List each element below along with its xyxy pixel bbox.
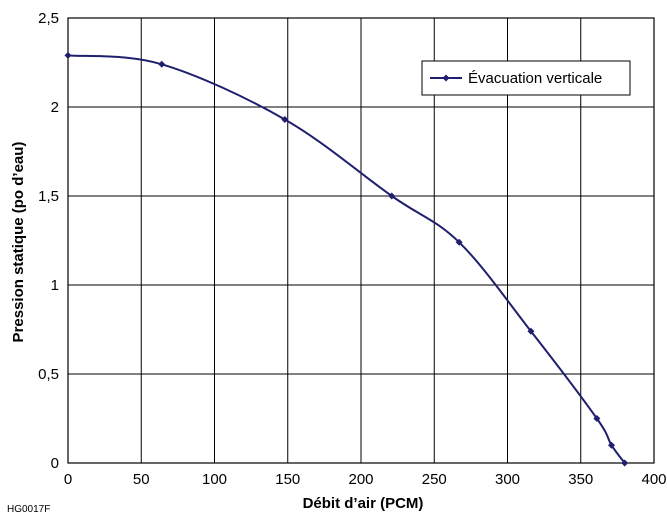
x-axis-title: Débit d’air (PCM) xyxy=(303,495,424,512)
data-point xyxy=(64,51,72,59)
data-point xyxy=(593,415,601,422)
data-point xyxy=(527,327,535,335)
data-point xyxy=(608,441,616,449)
y-tick-label: 0,5 xyxy=(38,366,59,383)
x-tick-label: 150 xyxy=(275,471,300,488)
x-tick-label: 400 xyxy=(641,471,666,488)
x-tick-label: 250 xyxy=(422,471,447,488)
legend-label: Évacuation verticale xyxy=(468,70,602,87)
x-tick-label: 100 xyxy=(202,471,227,488)
y-tick-labels: 0 0,5 1 1,5 2 2,5 xyxy=(38,10,59,472)
data-point xyxy=(621,459,629,467)
series-markers xyxy=(64,51,629,467)
plot-frame xyxy=(67,17,655,464)
y-tick-label: 2,5 xyxy=(38,10,59,27)
data-point xyxy=(158,60,166,68)
x-tick-label: 50 xyxy=(133,471,150,488)
legend-marker xyxy=(442,74,450,82)
y-tick-label: 2 xyxy=(51,99,59,116)
y-tick-label: 0 xyxy=(51,455,59,472)
figure-code: HG0017F xyxy=(7,504,50,515)
data-point xyxy=(281,115,289,123)
x-tick-label: 300 xyxy=(495,471,520,488)
legend: Évacuation verticale xyxy=(421,60,631,96)
y-tick-label: 1,5 xyxy=(38,188,59,205)
series-line-evacuation-verticale xyxy=(67,54,626,464)
y-tick-label: 1 xyxy=(51,277,59,294)
x-tick-label: 0 xyxy=(64,471,72,488)
data-point xyxy=(455,238,463,246)
x-tick-label: 200 xyxy=(348,471,373,488)
data-point xyxy=(388,192,396,200)
x-tick-labels: 0 50 100 150 200 250 300 350 400 xyxy=(64,471,667,488)
x-tick-label: 350 xyxy=(568,471,593,488)
y-axis-title: Pression statique (po d’eau) xyxy=(10,142,27,343)
